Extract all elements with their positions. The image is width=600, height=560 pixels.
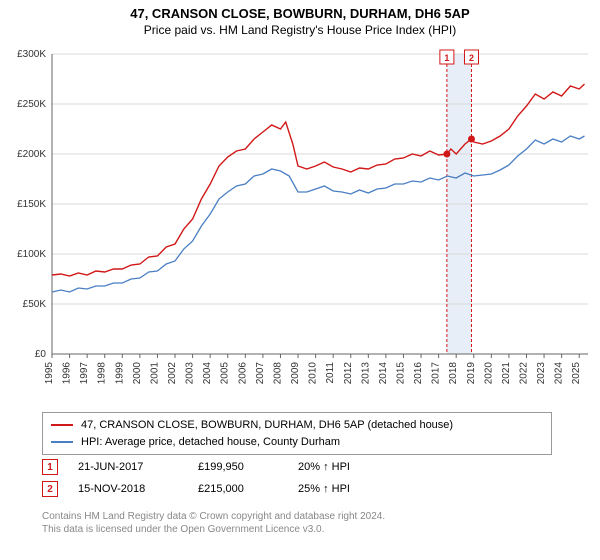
sales-table: 1 21-JUN-2017 £199,950 20% ↑ HPI 2 15-NOV-201… bbox=[42, 456, 562, 500]
svg-text:£0: £0 bbox=[35, 349, 47, 360]
svg-text:2010: 2010 bbox=[308, 362, 319, 385]
legend-swatch bbox=[51, 424, 73, 426]
legend-swatch bbox=[51, 441, 73, 443]
sale-date: 15-NOV-2018 bbox=[78, 483, 178, 495]
svg-text:1998: 1998 bbox=[97, 362, 108, 385]
svg-text:£250K: £250K bbox=[17, 99, 46, 110]
svg-text:2000: 2000 bbox=[132, 362, 143, 385]
svg-text:2003: 2003 bbox=[185, 362, 196, 385]
line-chart: £0 £50K £100K £150K £200K £250K £300K 1995 1996 1… bbox=[0, 44, 600, 404]
svg-text:1996: 1996 bbox=[62, 362, 73, 385]
footer-attribution: Contains HM Land Registry data © Crown c… bbox=[42, 510, 385, 536]
svg-text:2009: 2009 bbox=[290, 362, 301, 385]
svg-text:2: 2 bbox=[469, 53, 474, 63]
sale-pct: 25% ↑ HPI bbox=[298, 483, 408, 495]
sale-row: 2 15-NOV-2018 £215,000 25% ↑ HPI bbox=[42, 478, 562, 500]
legend-item: 47, CRANSON CLOSE, BOWBURN, DURHAM, DH6 … bbox=[51, 417, 543, 434]
legend: 47, CRANSON CLOSE, BOWBURN, DURHAM, DH6 … bbox=[42, 412, 552, 455]
footer-line-1: Contains HM Land Registry data © Crown c… bbox=[42, 510, 385, 523]
svg-text:1999: 1999 bbox=[114, 362, 125, 385]
svg-text:2020: 2020 bbox=[483, 362, 494, 385]
svg-text:1997: 1997 bbox=[79, 362, 90, 385]
sale-marker: 2 bbox=[42, 481, 58, 497]
sale-price: £215,000 bbox=[198, 483, 278, 495]
svg-text:2019: 2019 bbox=[466, 362, 477, 385]
svg-text:1: 1 bbox=[444, 53, 449, 63]
sale-price: £199,950 bbox=[198, 461, 278, 473]
chart-title: 47, CRANSON CLOSE, BOWBURN, DURHAM, DH6 … bbox=[0, 0, 600, 21]
svg-text:2013: 2013 bbox=[360, 362, 371, 385]
legend-item: HPI: Average price, detached house, Coun… bbox=[51, 434, 543, 451]
chart-subtitle: Price paid vs. HM Land Registry's House … bbox=[0, 21, 600, 37]
svg-text:2005: 2005 bbox=[220, 362, 231, 385]
svg-text:2023: 2023 bbox=[536, 362, 547, 385]
svg-text:2025: 2025 bbox=[571, 362, 582, 385]
svg-text:£200K: £200K bbox=[17, 149, 46, 160]
svg-text:2006: 2006 bbox=[237, 362, 248, 385]
sale-marker: 1 bbox=[42, 459, 58, 475]
svg-text:£50K: £50K bbox=[23, 299, 47, 310]
svg-text:2015: 2015 bbox=[395, 362, 406, 385]
svg-text:2016: 2016 bbox=[413, 362, 424, 385]
svg-text:2011: 2011 bbox=[325, 362, 336, 384]
svg-text:2012: 2012 bbox=[343, 362, 354, 385]
legend-label: HPI: Average price, detached house, Coun… bbox=[81, 434, 340, 451]
sale-row: 1 21-JUN-2017 £199,950 20% ↑ HPI bbox=[42, 456, 562, 478]
svg-text:1995: 1995 bbox=[44, 362, 55, 385]
svg-text:2017: 2017 bbox=[431, 362, 442, 385]
svg-text:£100K: £100K bbox=[17, 249, 46, 260]
svg-text:2018: 2018 bbox=[448, 362, 459, 385]
svg-text:2004: 2004 bbox=[202, 362, 213, 385]
svg-text:2001: 2001 bbox=[149, 362, 160, 385]
svg-text:2014: 2014 bbox=[378, 362, 389, 385]
legend-label: 47, CRANSON CLOSE, BOWBURN, DURHAM, DH6 … bbox=[81, 417, 453, 434]
sale-date: 21-JUN-2017 bbox=[78, 461, 178, 473]
svg-text:2022: 2022 bbox=[518, 362, 529, 385]
svg-text:2024: 2024 bbox=[554, 362, 565, 385]
svg-text:2021: 2021 bbox=[501, 362, 512, 385]
chart-area: £0 £50K £100K £150K £200K £250K £300K 1995 1996 1… bbox=[0, 44, 600, 404]
svg-text:2002: 2002 bbox=[167, 362, 178, 385]
sale-pct: 20% ↑ HPI bbox=[298, 461, 408, 473]
svg-text:£150K: £150K bbox=[17, 199, 46, 210]
footer-line-2: This data is licensed under the Open Gov… bbox=[42, 523, 385, 536]
svg-text:2008: 2008 bbox=[272, 362, 283, 385]
svg-text:£300K: £300K bbox=[17, 49, 46, 60]
svg-text:2007: 2007 bbox=[255, 362, 266, 385]
